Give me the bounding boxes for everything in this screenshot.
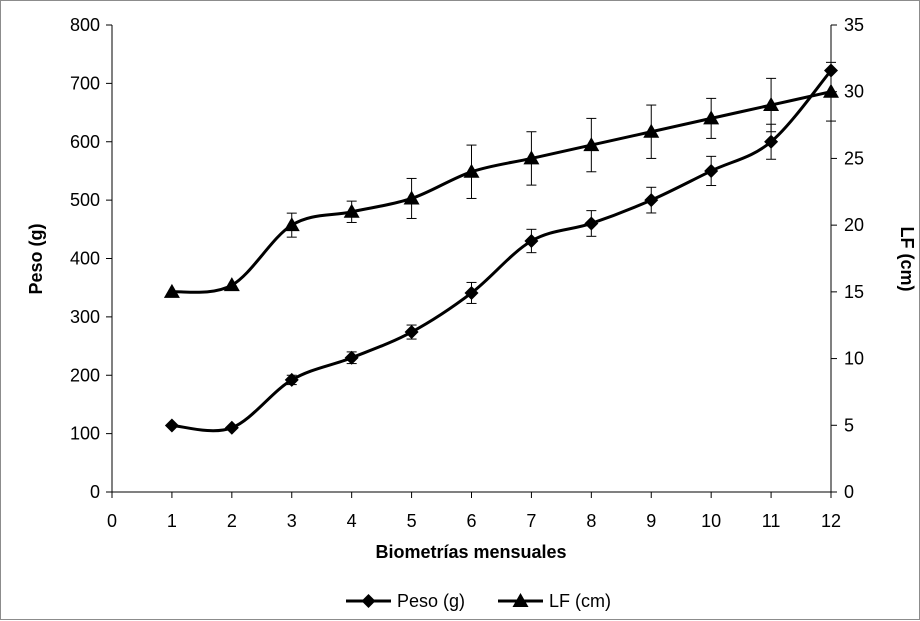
x-tick-label: 7 [526, 511, 536, 531]
x-tick-label: 0 [107, 511, 117, 531]
x-tick-label: 9 [646, 511, 656, 531]
point-peso [224, 420, 239, 435]
y-tick-label: 800 [70, 15, 100, 35]
point-lf [343, 203, 360, 218]
x-tick-label: 10 [701, 511, 721, 531]
y-tick-label: 200 [70, 365, 100, 385]
legend-triangle-icon [512, 593, 529, 607]
x-tick-label: 4 [347, 511, 357, 531]
point-peso [524, 233, 539, 248]
x-tick-label: 5 [407, 511, 417, 531]
legend: Peso (g) LF (cm) [346, 591, 611, 611]
point-lf [703, 110, 720, 125]
axes-layer [106, 24, 837, 498]
point-peso [644, 193, 659, 208]
point-peso [284, 372, 299, 387]
y-tick-label: 100 [70, 424, 100, 444]
x-tick-label: 12 [821, 511, 841, 531]
series-line-lf [171, 90, 832, 294]
y-tick-label: 300 [70, 307, 100, 327]
y2-tick-label: 30 [844, 82, 864, 102]
point-lf [763, 97, 780, 112]
x-axis-title: Biometrías mensuales [375, 542, 566, 562]
x-tick-label: 11 [762, 511, 781, 531]
labels-layer: 0100200300400500600700800051015202530350… [70, 15, 864, 531]
y-tick-label: 500 [70, 190, 100, 210]
legend-diamond-icon [361, 594, 376, 608]
point-peso [464, 285, 479, 300]
y-axis-title: Peso (g) [26, 223, 46, 294]
y2-tick-label: 0 [844, 482, 854, 502]
point-peso [404, 325, 419, 340]
point-peso [704, 163, 719, 178]
x-tick-label: 8 [586, 511, 596, 531]
x-tick-label: 2 [227, 511, 237, 531]
y-tick-label: 0 [90, 482, 100, 502]
y2-tick-label: 20 [844, 215, 864, 235]
point-lf [463, 163, 480, 178]
x-tick-label: 6 [466, 511, 476, 531]
point-lf [523, 150, 540, 165]
point-peso [764, 134, 779, 149]
point-lf [223, 277, 240, 292]
point-lf [163, 283, 180, 298]
point-lf [643, 123, 660, 138]
point-peso [164, 418, 179, 433]
y-tick-label: 700 [70, 73, 100, 93]
point-peso [584, 216, 599, 231]
series-line-peso [171, 69, 833, 433]
point-lf [823, 83, 839, 98]
x-tick-label: 3 [287, 511, 297, 531]
point-lf [283, 217, 300, 232]
x-tick-label: 1 [167, 511, 177, 531]
y2-tick-label: 35 [844, 15, 864, 35]
point-peso [824, 63, 838, 78]
legend-label-lf: LF (cm) [549, 591, 611, 611]
y2-tick-label: 15 [844, 282, 864, 302]
y2-axis-title: LF (cm) [897, 227, 917, 292]
y2-tick-label: 25 [844, 148, 864, 168]
error-bars-layer [286, 61, 836, 386]
y-tick-label: 400 [70, 249, 100, 269]
markers-layer [163, 63, 839, 435]
series-lines-layer [171, 69, 833, 433]
point-peso [344, 350, 359, 365]
legend-label-peso: Peso (g) [397, 591, 465, 611]
point-lf [583, 137, 600, 152]
y2-tick-label: 5 [844, 415, 854, 435]
y2-tick-label: 10 [844, 349, 864, 369]
y-tick-label: 600 [70, 132, 100, 152]
point-lf [403, 190, 420, 205]
